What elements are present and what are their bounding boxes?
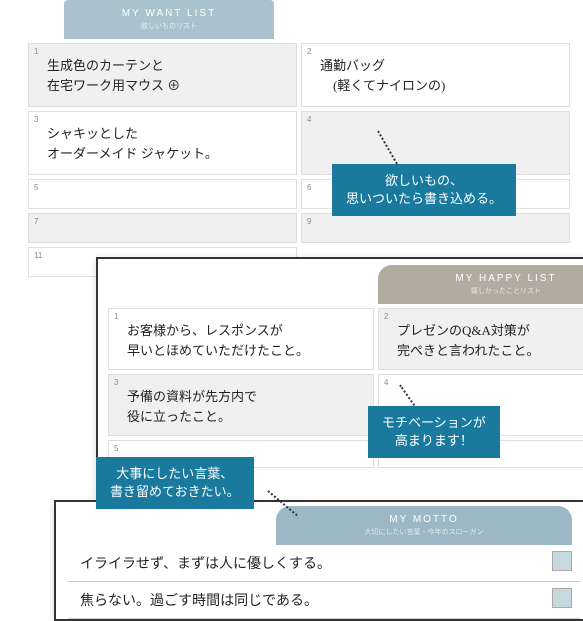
want-cell: 5 (28, 179, 297, 209)
want-subtitle: 欲しいものリスト (64, 21, 274, 31)
cell-number: 3 (114, 378, 118, 387)
want-grid: 1生成色のカーテンと 在宅ワーク用マウス ⊕2通勤バッグ (軽くてナイロンの)3… (24, 39, 574, 281)
want-cell: 3シャキッとした オーダーメイド ジャケット。 (28, 111, 297, 175)
want-header: MY WANT LIST 欲しいものリスト (64, 0, 274, 39)
motto-rows: イライラせず、まずは人に優しくする。焦らない。過ごす時間は同じである。 (56, 545, 583, 619)
cell-number: 2 (384, 312, 388, 321)
cell-number: 11 (34, 251, 42, 260)
callout-happy: モチベーションが 高まります！ (368, 406, 500, 458)
cell-number: 2 (307, 47, 311, 56)
motto-row: イライラせず、まずは人に優しくする。 (68, 545, 580, 582)
cell-text: お客様から、レスポンスが 早いとほめていただけたこと。 (115, 313, 367, 360)
happy-header: MY HAPPY LIST 嬉しかったことリスト (378, 265, 583, 304)
motto-panel: MY MOTTO 大切にしたい言葉・今年のスローガン イライラせず、まずは人に優… (54, 500, 583, 621)
cell-text: 通勤バッグ (軽くてナイロンの) (308, 48, 563, 95)
cell-number: 4 (384, 378, 388, 387)
cell-number: 3 (34, 115, 38, 124)
happy-cell: 1お客様から、レスポンスが 早いとほめていただけたこと。 (108, 308, 374, 370)
cell-text: 予備の資料が先方内で 役に立ったこと。 (115, 379, 367, 426)
cell-number: 1 (114, 312, 118, 321)
want-cell: 7 (28, 213, 297, 243)
cell-number: 7 (34, 217, 38, 226)
motto-text: 焦らない。過ごす時間は同じである。 (80, 594, 318, 609)
motto-row: 焦らない。過ごす時間は同じである。 (68, 582, 580, 619)
callout-motto: 大事にしたい言葉、 書き留めておきたい。 (96, 457, 254, 509)
cell-number: 5 (34, 183, 38, 192)
motto-text: イライラせず、まずは人に優しくする。 (80, 557, 331, 572)
want-title: MY WANT LIST (64, 8, 274, 19)
happy-cell: 3予備の資料が先方内で 役に立ったこと。 (108, 374, 374, 436)
happy-cell: 2プレゼンのQ&A対策が 完ぺきと言われたこと。 (378, 308, 583, 370)
cell-number: 4 (307, 115, 311, 124)
cell-text: プレゼンのQ&A対策が 完ぺきと言われたこと。 (385, 313, 583, 360)
motto-title: MY MOTTO (276, 514, 572, 525)
motto-accent-box (552, 551, 572, 571)
cell-number: 9 (307, 217, 311, 226)
cell-number: 1 (34, 47, 38, 56)
cell-number: 6 (307, 183, 311, 192)
want-cell: 2通勤バッグ (軽くてナイロンの) (301, 43, 570, 107)
want-list-section: MY WANT LIST 欲しいものリスト 1生成色のカーテンと 在宅ワーク用マ… (24, 0, 574, 281)
callout-want: 欲しいもの、 思いついたら書き込める。 (332, 164, 516, 216)
motto-header: MY MOTTO 大切にしたい言葉・今年のスローガン (276, 506, 572, 545)
want-cell: 1生成色のカーテンと 在宅ワーク用マウス ⊕ (28, 43, 297, 107)
motto-subtitle: 大切にしたい言葉・今年のスローガン (276, 527, 572, 537)
happy-grid: 1お客様から、レスポンスが 早いとほめていただけたこと。2プレゼンのQ&A対策が… (98, 304, 583, 472)
cell-number: 5 (114, 444, 118, 453)
cell-text: 生成色のカーテンと 在宅ワーク用マウス ⊕ (35, 48, 290, 95)
cell-text: シャキッとした オーダーメイド ジャケット。 (35, 116, 290, 163)
happy-title: MY HAPPY LIST (378, 273, 583, 284)
motto-accent-box (552, 588, 572, 608)
want-cell: 9 (301, 213, 570, 243)
happy-subtitle: 嬉しかったことリスト (378, 286, 583, 296)
